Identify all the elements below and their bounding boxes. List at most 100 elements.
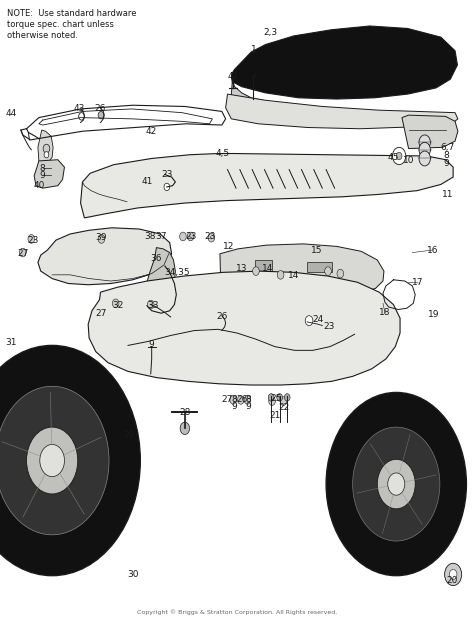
Circle shape (98, 235, 105, 243)
Polygon shape (231, 82, 264, 111)
Circle shape (392, 147, 406, 165)
Circle shape (237, 396, 244, 404)
Text: 41: 41 (228, 72, 239, 81)
Text: 39: 39 (95, 233, 107, 242)
Text: 13: 13 (236, 264, 247, 273)
Text: 32: 32 (112, 301, 123, 310)
Text: 38: 38 (144, 232, 155, 241)
Text: 20: 20 (447, 576, 458, 585)
Text: 23: 23 (205, 232, 216, 241)
Circle shape (244, 396, 251, 404)
Text: 23: 23 (27, 236, 39, 245)
Polygon shape (255, 260, 272, 271)
Circle shape (98, 111, 104, 119)
Text: 24: 24 (312, 315, 323, 324)
Text: 10: 10 (403, 156, 414, 165)
Polygon shape (38, 130, 53, 165)
Circle shape (337, 269, 344, 278)
Circle shape (419, 151, 430, 166)
Text: 30: 30 (127, 570, 138, 579)
Circle shape (280, 397, 287, 405)
Circle shape (40, 444, 64, 477)
Circle shape (325, 267, 331, 275)
Polygon shape (38, 228, 172, 285)
Circle shape (180, 232, 186, 241)
Text: 12: 12 (223, 242, 234, 251)
Text: 37: 37 (155, 232, 167, 241)
Text: 6,7: 6,7 (440, 143, 455, 152)
Text: 44: 44 (6, 110, 17, 118)
Polygon shape (226, 94, 458, 129)
Text: NOTE:  Use standard hardware
torque spec. chart unless
otherwise noted.: NOTE: Use standard hardware torque spec.… (7, 9, 137, 40)
Circle shape (353, 427, 440, 541)
Text: 31: 31 (6, 339, 17, 347)
Text: 1: 1 (251, 45, 256, 54)
Circle shape (187, 232, 194, 241)
Text: 41: 41 (141, 178, 153, 186)
Text: 17: 17 (412, 279, 424, 287)
Polygon shape (220, 244, 384, 296)
Text: 14: 14 (262, 264, 273, 273)
Circle shape (19, 248, 26, 257)
Circle shape (445, 563, 462, 586)
Text: 9: 9 (444, 159, 449, 168)
Text: 19: 19 (428, 310, 440, 319)
Polygon shape (231, 26, 457, 99)
Polygon shape (402, 115, 458, 149)
Circle shape (27, 427, 78, 494)
Text: 23: 23 (323, 322, 335, 331)
Text: 8: 8 (246, 396, 251, 404)
Text: 11: 11 (442, 190, 453, 199)
Circle shape (253, 267, 259, 275)
Circle shape (396, 152, 402, 160)
Text: Copyright © Briggs & Stratton Corporation. All Rights reserved.: Copyright © Briggs & Stratton Corporatio… (137, 610, 337, 615)
Text: 43: 43 (74, 105, 85, 113)
Polygon shape (307, 262, 332, 272)
Text: 21: 21 (269, 412, 281, 420)
Circle shape (79, 113, 84, 120)
Circle shape (208, 233, 215, 242)
Text: 27: 27 (17, 249, 28, 258)
Text: 4,5: 4,5 (216, 149, 230, 158)
Circle shape (43, 144, 50, 153)
Text: 40: 40 (33, 181, 45, 190)
Polygon shape (81, 154, 453, 218)
Text: 45: 45 (388, 154, 399, 162)
Circle shape (277, 394, 283, 401)
Circle shape (164, 183, 170, 191)
Circle shape (0, 345, 140, 576)
Text: 26: 26 (236, 396, 247, 404)
Circle shape (419, 142, 430, 157)
Circle shape (147, 300, 154, 309)
Text: 33: 33 (147, 301, 158, 310)
Circle shape (305, 316, 313, 326)
Text: 9: 9 (246, 402, 251, 411)
Circle shape (284, 394, 290, 401)
Text: 26: 26 (216, 313, 228, 321)
Circle shape (449, 569, 457, 579)
Text: 27: 27 (96, 310, 107, 318)
Text: 29: 29 (123, 431, 135, 440)
Circle shape (44, 152, 49, 158)
Circle shape (277, 271, 284, 279)
Text: 2,3: 2,3 (263, 28, 277, 37)
Text: 34,35: 34,35 (164, 268, 190, 277)
Polygon shape (88, 271, 400, 385)
Text: 15: 15 (311, 246, 322, 255)
Circle shape (268, 394, 274, 401)
Text: 14: 14 (288, 271, 300, 280)
Text: 27: 27 (222, 396, 233, 404)
Text: 9: 9 (231, 402, 237, 411)
Text: 23: 23 (186, 232, 197, 241)
Circle shape (388, 473, 405, 495)
Circle shape (180, 422, 190, 435)
Circle shape (326, 392, 466, 576)
Text: 22: 22 (279, 404, 290, 412)
Text: 16: 16 (427, 246, 438, 254)
Text: 23: 23 (161, 170, 173, 179)
Text: 36: 36 (151, 254, 162, 262)
Text: 9: 9 (149, 340, 155, 348)
Circle shape (28, 235, 35, 243)
Text: 18: 18 (379, 308, 391, 317)
Text: 25: 25 (270, 394, 282, 403)
